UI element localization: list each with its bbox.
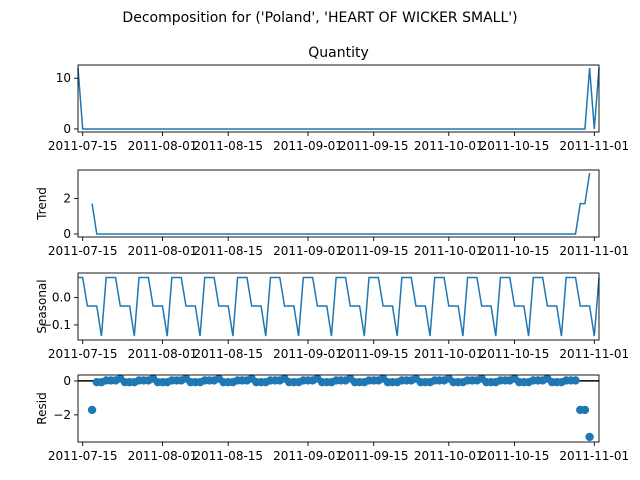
x-tick-label: 2011-10-01 <box>414 449 484 463</box>
x-tick-label: 2011-09-01 <box>273 244 343 258</box>
series-line <box>91 172 591 235</box>
axes-frame <box>77 374 600 443</box>
y-tick-label: 0 <box>63 122 71 136</box>
x-tick-label: 2011-10-15 <box>480 449 550 463</box>
resid-point <box>571 376 580 385</box>
seasonal-line <box>78 276 600 337</box>
axes-frame <box>77 64 600 133</box>
figure-title: Decomposition for ('Poland', 'HEART OF W… <box>122 10 517 26</box>
x-tick-label: 2011-08-01 <box>128 139 198 153</box>
y-tick-label: −0.1 <box>42 318 71 332</box>
x-tick-label: 2011-08-15 <box>193 449 263 463</box>
panel-0: Quantity 0 10 2011-07-15 2011-08-012011-08-1… <box>48 45 629 153</box>
y-tick-label: −2 <box>53 408 71 422</box>
axes-frame <box>77 169 600 238</box>
resid-point <box>580 405 590 415</box>
x-tick-label: 2011-09-15 <box>339 139 409 153</box>
panel-title: Quantity <box>308 45 369 61</box>
y-axis-label: Seasonal <box>35 279 49 333</box>
y-tick-label: 0 <box>63 227 71 241</box>
x-tick-label: 2011-07-15 <box>48 139 118 153</box>
x-tick-label: 2011-10-15 <box>480 244 550 258</box>
series-line <box>77 67 600 130</box>
y-tick-label: 10 <box>56 71 71 85</box>
y-tick-label: 0.0 <box>52 291 71 305</box>
x-tick-label: 2011-07-15 <box>48 244 118 258</box>
resid-point <box>87 405 97 415</box>
x-tick-label: 2011-11-01 <box>559 244 629 258</box>
y-tick-label: 0 <box>63 374 71 388</box>
y-axis-label: Trend <box>35 187 49 221</box>
x-tick-label: 2011-09-15 <box>339 347 409 361</box>
x-tick-label: 2011-09-01 <box>273 347 343 361</box>
x-tick-label: 2011-07-15 <box>48 449 118 463</box>
x-tick-label: 2011-10-01 <box>414 244 484 258</box>
x-tick-label: 2011-08-15 <box>193 347 263 361</box>
x-tick-label: 2011-08-15 <box>193 139 263 153</box>
y-axis-label: Resid <box>35 392 49 424</box>
x-tick-label: 2011-08-01 <box>128 347 198 361</box>
x-tick-label: 2011-11-01 <box>559 347 629 361</box>
x-tick-label: 2011-11-01 <box>559 449 629 463</box>
x-tick-label: 2011-10-15 <box>480 139 550 153</box>
x-tick-label: 2011-09-15 <box>339 244 409 258</box>
x-tick-label: 2011-08-15 <box>193 244 263 258</box>
x-tick-label: 2011-09-01 <box>273 139 343 153</box>
resid-point <box>585 432 594 442</box>
x-tick-label: 2011-09-01 <box>273 449 343 463</box>
x-tick-label: 2011-10-01 <box>414 139 484 153</box>
x-tick-label: 2011-10-01 <box>414 347 484 361</box>
axes-frame <box>77 272 600 341</box>
x-tick-label: 2011-08-01 <box>128 244 198 258</box>
x-tick-label: 2011-09-15 <box>339 449 409 463</box>
x-tick-label: 2011-07-15 <box>48 347 118 361</box>
x-tick-label: 2011-08-01 <box>128 449 198 463</box>
y-tick-label: 2 <box>63 191 71 205</box>
x-tick-label: 2011-10-15 <box>480 347 550 361</box>
x-tick-label: 2011-11-01 <box>559 139 629 153</box>
